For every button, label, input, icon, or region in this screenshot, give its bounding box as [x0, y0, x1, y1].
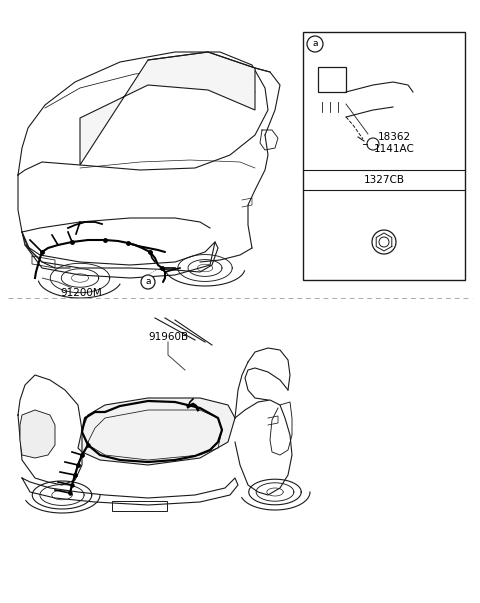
Text: 1141AC: 1141AC: [373, 144, 414, 154]
Text: 1327CB: 1327CB: [363, 175, 405, 185]
Bar: [318, 67, 346, 92]
Polygon shape: [20, 410, 55, 458]
Circle shape: [307, 36, 323, 52]
Circle shape: [141, 275, 155, 289]
Polygon shape: [78, 398, 235, 465]
Bar: [303, 32, 465, 280]
Text: 91200M: 91200M: [60, 288, 102, 298]
Text: 91960B: 91960B: [148, 332, 188, 342]
Bar: [112, 501, 167, 511]
Text: 18362: 18362: [377, 132, 410, 142]
Polygon shape: [80, 52, 255, 165]
Text: a: a: [312, 40, 318, 48]
Text: a: a: [145, 277, 151, 286]
